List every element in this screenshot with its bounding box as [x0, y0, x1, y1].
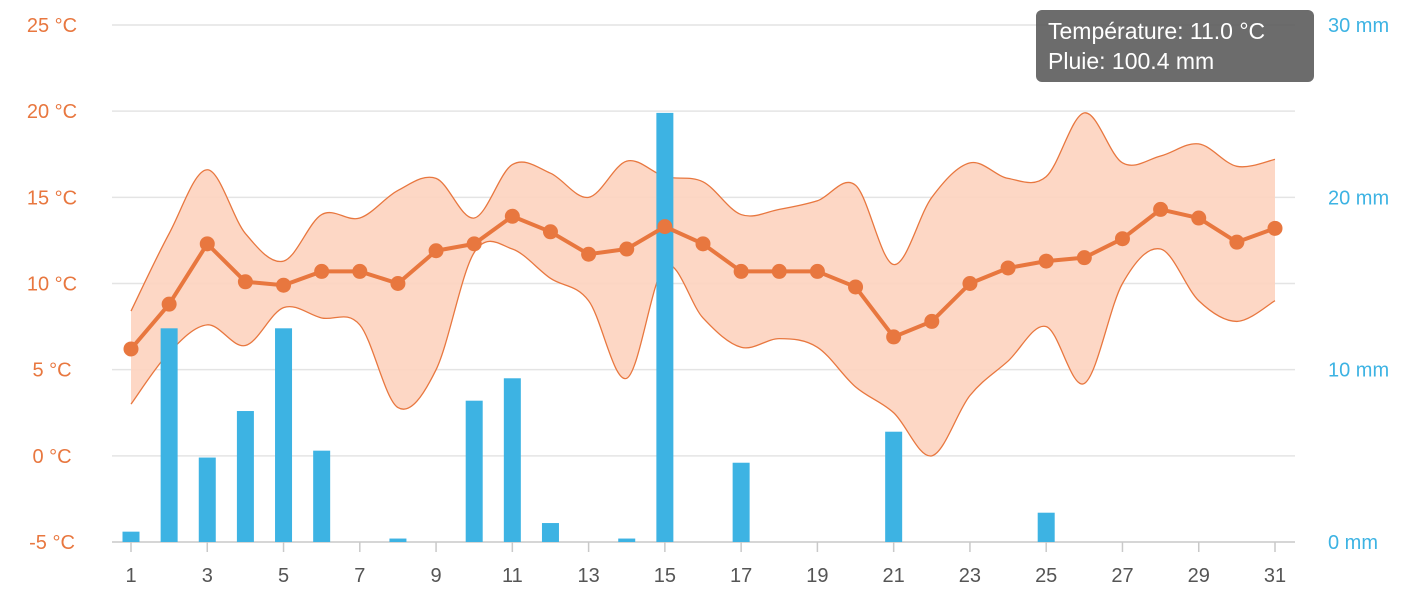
rain-bar [656, 112, 674, 542]
temperature-point [733, 263, 749, 279]
temperature-range-area [131, 112, 1275, 457]
temperature-point [771, 263, 787, 279]
rain-bar [198, 457, 216, 542]
left-tick-label: 5 °C [32, 360, 71, 382]
x-tick-label: 27 [1111, 565, 1133, 587]
rain-bar [236, 411, 254, 542]
x-tick-label: 11 [502, 565, 523, 587]
rain-bar [885, 431, 903, 542]
temperature-point [886, 329, 902, 345]
rain-bar [465, 400, 483, 542]
rain-bar [275, 328, 293, 542]
temperature-point [1114, 231, 1130, 247]
left-tick-label: 15 °C [27, 187, 77, 209]
x-tick-label: 19 [806, 565, 828, 587]
rain-bar [732, 462, 750, 542]
temperature-point [1000, 260, 1016, 276]
x-tick-label: 5 [278, 565, 289, 587]
temperature-point [428, 243, 444, 259]
temperature-point [962, 276, 978, 291]
left-tick-label: 25 °C [27, 15, 77, 37]
x-tick-label: 23 [959, 565, 981, 587]
right-tick-label: 30 mm [1328, 15, 1389, 37]
temperature-low-edge [130, 240, 1276, 457]
rain-bar [618, 538, 636, 542]
temperature-point [1038, 253, 1054, 269]
temperature-point [657, 219, 673, 235]
right-tick-label: 0 mm [1328, 532, 1378, 554]
temperature-point [1076, 250, 1092, 266]
temperature-point [123, 341, 139, 357]
temperature-high-edge [130, 112, 1276, 312]
right-tick-label: 10 mm [1328, 360, 1389, 382]
temperature-point [1267, 220, 1283, 236]
x-tick-label: 17 [730, 565, 752, 587]
x-tick-label: 15 [654, 565, 676, 587]
temperature-point [695, 236, 711, 252]
rain-bar [313, 450, 331, 542]
temperature-point [809, 263, 825, 279]
temperature-point [848, 279, 864, 295]
temperature-point [390, 276, 406, 291]
rain-bar [541, 523, 559, 542]
left-tick-label: 20 °C [27, 101, 77, 123]
temperature-point [619, 241, 635, 257]
x-tick-label: 29 [1188, 565, 1210, 587]
temperature-point [581, 246, 597, 262]
temperature-point [199, 236, 215, 252]
temperature-point [1229, 234, 1245, 250]
tooltip-rain: Pluie: 100.4 mm [1048, 48, 1215, 74]
temperature-point [542, 224, 558, 240]
rain-bar [122, 531, 140, 542]
rain-bar [1037, 512, 1055, 542]
left-tick-label: 10 °C [27, 274, 77, 296]
x-tick-label: 13 [577, 565, 599, 587]
temperature-point [924, 313, 940, 329]
hover-tooltip: Température: 11.0 °C Pluie: 100.4 mm [1036, 10, 1314, 82]
tooltip-temperature: Température: 11.0 °C [1048, 18, 1266, 44]
x-tick-label: 21 [883, 565, 905, 587]
temperature-point [504, 208, 520, 224]
x-tick-label: 31 [1264, 565, 1286, 587]
temperature-point [1153, 201, 1169, 217]
left-tick-label: 0 °C [32, 446, 71, 468]
x-tick-label: 3 [202, 565, 213, 587]
rain-bar [389, 538, 407, 542]
x-tick-label: 9 [431, 565, 442, 587]
temperature-point [161, 296, 177, 312]
temperature-point [1191, 210, 1207, 226]
rain-bar [503, 378, 521, 542]
left-tick-label: -5 °C [29, 532, 75, 554]
right-tick-label: 20 mm [1328, 187, 1389, 209]
temperature-point [352, 263, 368, 279]
x-tick-label: 7 [354, 565, 365, 587]
temperature-point [276, 277, 292, 293]
x-tick-label: 1 [125, 565, 136, 587]
x-tick-label: 25 [1035, 565, 1057, 587]
rain-bar [160, 328, 178, 542]
temperature-point [466, 236, 482, 252]
temperature-point [237, 274, 253, 290]
temperature-point [314, 263, 330, 279]
